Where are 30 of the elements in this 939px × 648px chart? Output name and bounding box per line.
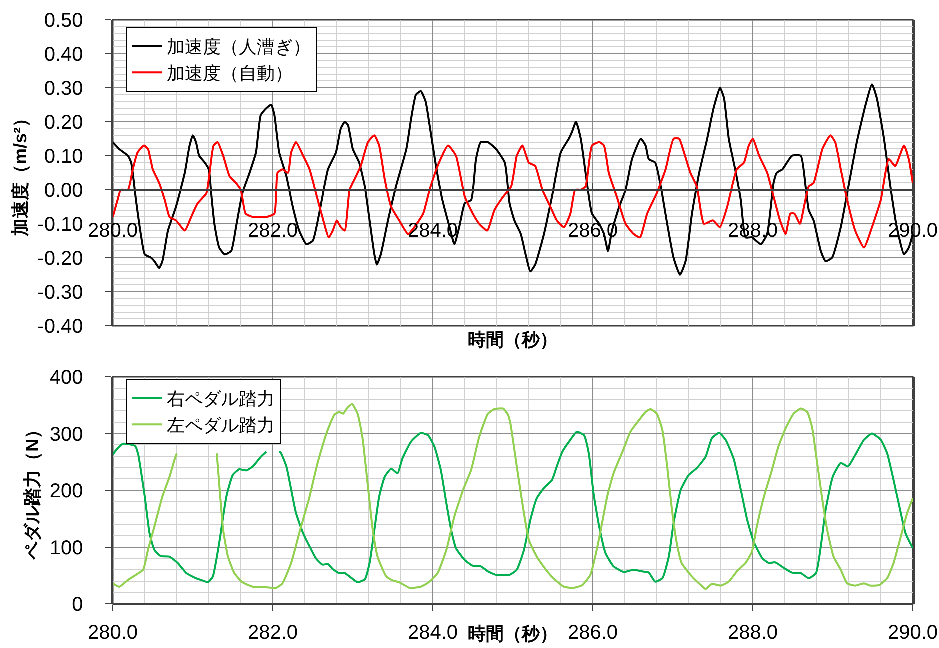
y-tick-label: -0.20 — [38, 248, 84, 270]
legend-label: 加速度（人漕ぎ） — [167, 37, 311, 58]
y-tick-label: 100 — [50, 537, 84, 560]
x-tick-label: 290.0 — [888, 622, 938, 644]
y-tick-label: 0.00 — [44, 180, 84, 202]
x-axis-title: 時間（秒） — [468, 624, 558, 644]
y-axis-title: ペダル踏力（N） — [22, 421, 43, 561]
y-tick-label: -0.40 — [38, 316, 84, 338]
y-tick-label: 0.40 — [44, 44, 84, 66]
y-tick-label: 300 — [50, 424, 84, 446]
x-tick-label: 282.0 — [248, 622, 298, 644]
legend-label: 右ペダル踏力 — [167, 389, 275, 410]
y-tick-label: 0.30 — [44, 78, 84, 100]
x-tick-label: 280.0 — [88, 622, 138, 644]
y-tick-label: 200 — [50, 480, 84, 502]
y-tick-label: -0.10 — [38, 214, 84, 236]
y-tick-label: 400 — [50, 367, 84, 389]
x-tick-label: 288.0 — [728, 622, 778, 644]
legend-label: 加速度（自動） — [167, 64, 293, 84]
y-axis-title: 加速度（m/s²） — [10, 109, 30, 238]
legend-label: 左ペダル踏力 — [167, 416, 275, 436]
x-axis-title: 時間（秒） — [468, 330, 558, 350]
y-tick-label: -0.30 — [38, 282, 84, 304]
x-tick-label: 282.0 — [248, 220, 298, 242]
x-tick-label: 284.0 — [408, 622, 458, 644]
y-tick-label: 0.50 — [44, 10, 84, 32]
x-tick-label: 286.0 — [568, 622, 618, 644]
y-tick-label: 0.10 — [44, 146, 84, 168]
y-tick-label: 0.20 — [44, 112, 84, 134]
y-tick-label: 0 — [72, 594, 84, 616]
